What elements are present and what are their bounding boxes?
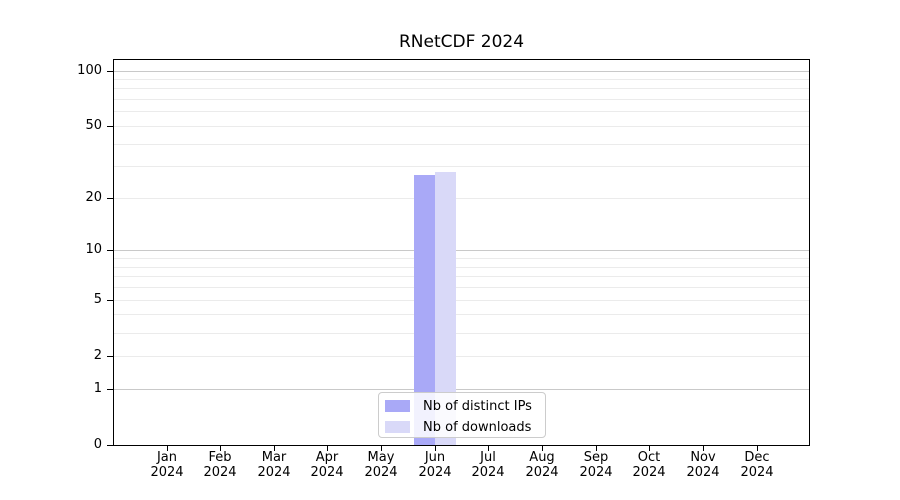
gridline-minor (114, 287, 809, 288)
x-tick-label-line: 2024 (632, 465, 666, 480)
y-tick (107, 300, 113, 301)
x-tick-label-line: Jul (480, 450, 496, 465)
x-tick-label: Jul 2024 (460, 450, 516, 480)
x-tick-label: Jan 2024 (139, 450, 195, 480)
y-tick-label: 100 (77, 63, 102, 78)
x-tick-label: Oct 2024 (621, 450, 677, 480)
gridline-minor (114, 276, 809, 277)
gridline-minor (114, 166, 809, 167)
x-tick-label: Mar 2024 (246, 450, 302, 480)
bar-nb-of-downloads (435, 172, 456, 445)
legend-swatch-distinct-ips-icon (385, 400, 410, 412)
x-tick (542, 446, 543, 451)
gridline-minor (114, 111, 809, 112)
x-tick (757, 446, 758, 451)
legend-swatch-downloads-icon (385, 421, 410, 433)
gridline-minor (114, 99, 809, 100)
x-tick-label-line: 2024 (740, 465, 774, 480)
gridline-minor (114, 144, 809, 145)
x-tick-label: Dec 2024 (729, 450, 785, 480)
x-tick-label: Apr 2024 (299, 450, 355, 480)
x-tick-label-line: 2024 (418, 465, 452, 480)
y-tick (107, 71, 113, 72)
x-tick-label-line: 2024 (686, 465, 720, 480)
y-tick-label: 10 (85, 242, 102, 257)
x-tick-label: Aug 2024 (514, 450, 570, 480)
gridline-major (114, 250, 809, 251)
gridline-major (114, 389, 809, 390)
legend-label-downloads: Nb of downloads (423, 419, 532, 435)
x-tick-label-line: 2024 (203, 465, 237, 480)
x-tick-label: May 2024 (353, 450, 409, 480)
legend-item-downloads: Nb of downloads (385, 418, 545, 436)
y-tick (107, 356, 113, 357)
gridline-minor (114, 300, 809, 301)
x-tick-label-line: 2024 (471, 465, 505, 480)
x-tick-label: Sep 2024 (568, 450, 624, 480)
x-tick (649, 446, 650, 451)
x-tick-label-line: May (367, 450, 395, 465)
x-tick-label-line: 2024 (310, 465, 344, 480)
x-tick (167, 446, 168, 451)
gridline-minor (114, 79, 809, 80)
gridline-minor (114, 258, 809, 259)
x-tick (596, 446, 597, 451)
chart-title: RNetCDF 2024 (398, 32, 525, 52)
x-tick-label-line: Feb (208, 450, 232, 465)
x-tick-label-line: 2024 (364, 465, 398, 480)
y-tick-label: 50 (85, 118, 102, 133)
x-tick (703, 446, 704, 451)
y-tick (107, 445, 113, 446)
gridline-minor (114, 198, 809, 199)
legend: Nb of distinct IPs Nb of downloads (378, 392, 546, 438)
gridline-minor (114, 126, 809, 127)
x-tick (220, 446, 221, 451)
x-tick-label-line: Mar (261, 450, 287, 465)
x-tick (274, 446, 275, 451)
legend-item-distinct-ips: Nb of distinct IPs (385, 397, 545, 415)
x-tick-label-line: Sep (583, 450, 609, 465)
x-tick-label-line: Dec (744, 450, 770, 465)
x-tick-label-line: Apr (315, 450, 339, 465)
x-tick-label-line: 2024 (525, 465, 559, 480)
y-tick-label: 5 (93, 292, 102, 307)
y-tick (107, 389, 113, 390)
gridline-minor (114, 267, 809, 268)
x-tick-label: Nov 2024 (675, 450, 731, 480)
y-tick (107, 250, 113, 251)
x-tick-label-line: 2024 (257, 465, 291, 480)
x-tick-label-line: Aug (529, 450, 555, 465)
x-tick-label-line: Oct (637, 450, 661, 465)
y-tick-label: 20 (85, 190, 102, 205)
plot-area: Nb of distinct IPs Nb of downloads (113, 59, 810, 446)
legend-label-distinct-ips: Nb of distinct IPs (423, 398, 532, 414)
y-tick (107, 198, 113, 199)
gridline-minor (114, 333, 809, 334)
y-tick-label: 0 (93, 437, 102, 452)
gridline-minor (114, 88, 809, 89)
gridline-minor (114, 356, 809, 357)
x-tick-label: Jun 2024 (407, 450, 463, 480)
x-tick-label-line: 2024 (150, 465, 184, 480)
bar-nb-of-distinct-ips (414, 175, 435, 445)
x-tick (381, 446, 382, 451)
x-tick-label-line: 2024 (579, 465, 613, 480)
y-tick-label: 1 (93, 381, 102, 396)
x-tick (435, 446, 436, 451)
x-tick (488, 446, 489, 451)
gridline-minor (114, 314, 809, 315)
x-tick-label-line: Jun (424, 450, 446, 465)
x-tick-label-line: Nov (690, 450, 716, 465)
x-tick-label-line: Jan (156, 450, 178, 465)
x-tick-label: Feb 2024 (192, 450, 248, 480)
x-tick (327, 446, 328, 451)
gridline-major (114, 71, 809, 72)
y-tick (107, 126, 113, 127)
y-tick-label: 2 (93, 348, 102, 363)
